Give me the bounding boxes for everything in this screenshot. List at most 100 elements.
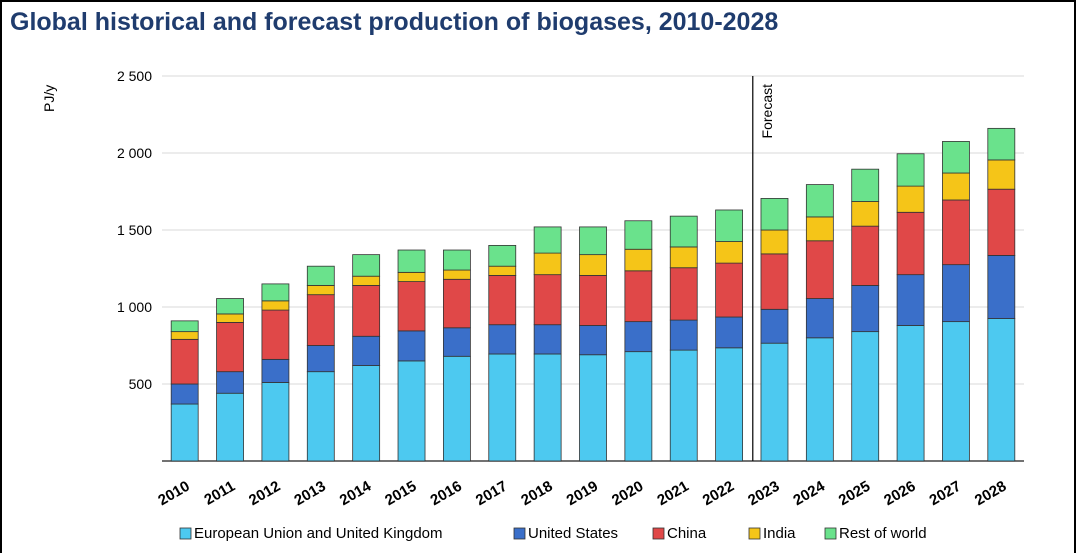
bar-segment — [715, 262, 744, 318]
bar-segment — [715, 241, 744, 264]
bar-segment — [624, 248, 653, 272]
y-tick-labels: 500 1 000 1 500 2 000 2 500 — [117, 68, 152, 392]
bar-segment — [397, 249, 426, 273]
x-tick-label: 2021 — [654, 478, 691, 509]
bar-segment — [533, 324, 562, 355]
bar-segment — [760, 342, 789, 462]
bar-segment — [352, 254, 381, 277]
bar-segment — [488, 324, 517, 355]
bar-segment — [805, 337, 834, 462]
bar-segment — [805, 298, 834, 339]
bar-segment — [442, 278, 471, 329]
x-tick-label: 2010 — [155, 478, 192, 509]
bar-segment — [760, 198, 789, 231]
bar-segment — [579, 354, 607, 462]
x-tick-label: 2017 — [473, 478, 510, 509]
bar-segment — [533, 226, 562, 254]
bar-segment — [306, 345, 335, 373]
bar-segment — [715, 209, 744, 242]
legend: European Union and United Kingdom United … — [179, 525, 927, 542]
bar-segment — [533, 274, 562, 326]
bar-segment — [669, 267, 698, 321]
bar-segment — [216, 371, 244, 394]
y-tick-label: 1 500 — [117, 222, 152, 238]
bar-segment — [942, 199, 970, 266]
forecast-label: Forecast — [759, 84, 775, 139]
bar-segment — [261, 358, 290, 383]
bar-segment — [306, 265, 335, 286]
bar-segment — [306, 285, 335, 296]
bar-segment — [942, 321, 970, 462]
bar-segment — [442, 269, 471, 280]
bar-segment — [987, 255, 1016, 319]
bar-segment — [170, 338, 199, 385]
legend-swatch — [748, 527, 761, 540]
legend-label: China — [667, 525, 707, 542]
y-tick-label: 2 000 — [117, 145, 152, 161]
x-tick-labels: 2010 2011 2012 2013 2014 2015 2016 2017 2018 2019… — [155, 477, 1009, 509]
bar-segment — [261, 283, 290, 302]
bar-segment — [352, 335, 381, 366]
bar-segment — [397, 330, 426, 362]
bar-segment — [987, 127, 1016, 161]
bar-segment — [669, 319, 698, 351]
bar-segment — [760, 308, 789, 344]
bar-segment — [170, 331, 199, 340]
bar-segment — [170, 320, 199, 333]
legend-label: United States — [528, 525, 618, 542]
bar-segment — [352, 285, 381, 337]
bar-segment — [669, 215, 698, 248]
bar-segment — [579, 325, 607, 356]
bar-segment — [896, 211, 925, 276]
bar-segment — [851, 225, 880, 286]
bar-segment — [987, 159, 1016, 190]
bar-segment — [397, 360, 426, 462]
legend-swatch — [652, 527, 665, 540]
bar-segment — [896, 325, 925, 462]
bar-segment — [896, 185, 925, 213]
x-tick-label: 2015 — [382, 478, 419, 509]
bar-segment — [715, 347, 744, 462]
bar-segment — [669, 349, 698, 462]
x-tick-label: 2025 — [836, 478, 873, 509]
bar-segment — [397, 281, 426, 332]
bar-segment — [261, 309, 290, 360]
legend-swatch — [179, 527, 192, 540]
bar-segment — [624, 321, 653, 353]
bar-segment — [760, 229, 789, 255]
bar-segment — [306, 294, 335, 346]
bar-segment — [896, 274, 925, 326]
bar-segment — [805, 216, 834, 242]
bar-segment — [216, 392, 244, 462]
bar-segment — [261, 300, 290, 311]
legend-label: India — [763, 525, 796, 542]
x-tick-label: 2014 — [337, 477, 375, 509]
bar-segment — [488, 244, 517, 267]
bar-segment — [805, 240, 834, 299]
bars — [170, 127, 1016, 462]
y-axis-label: PJ/y — [41, 85, 57, 112]
x-tick-label: 2012 — [246, 478, 283, 509]
bar-segment — [306, 371, 335, 462]
bar-segment — [942, 264, 970, 323]
bar-segment — [851, 168, 880, 202]
bar-segment — [397, 271, 426, 282]
y-tick-label: 2 500 — [117, 68, 152, 84]
x-tick-label: 2011 — [201, 478, 238, 509]
bar-segment — [760, 253, 789, 310]
bar-segment — [579, 275, 607, 326]
bar-segment — [715, 316, 744, 349]
bar-segment — [442, 355, 471, 462]
bar-segment — [987, 318, 1016, 462]
legend-swatch — [513, 527, 526, 540]
forecast-marker: Forecast — [752, 76, 775, 461]
bar-segment — [942, 141, 970, 174]
bar-segment — [579, 254, 607, 276]
legend-label: European Union and United Kingdom — [194, 525, 443, 542]
x-tick-label: 2016 — [427, 478, 464, 509]
bar-segment — [624, 351, 653, 462]
y-tick-label: 1 000 — [117, 299, 152, 315]
bar-segment — [488, 265, 517, 276]
legend-swatch — [824, 527, 837, 540]
